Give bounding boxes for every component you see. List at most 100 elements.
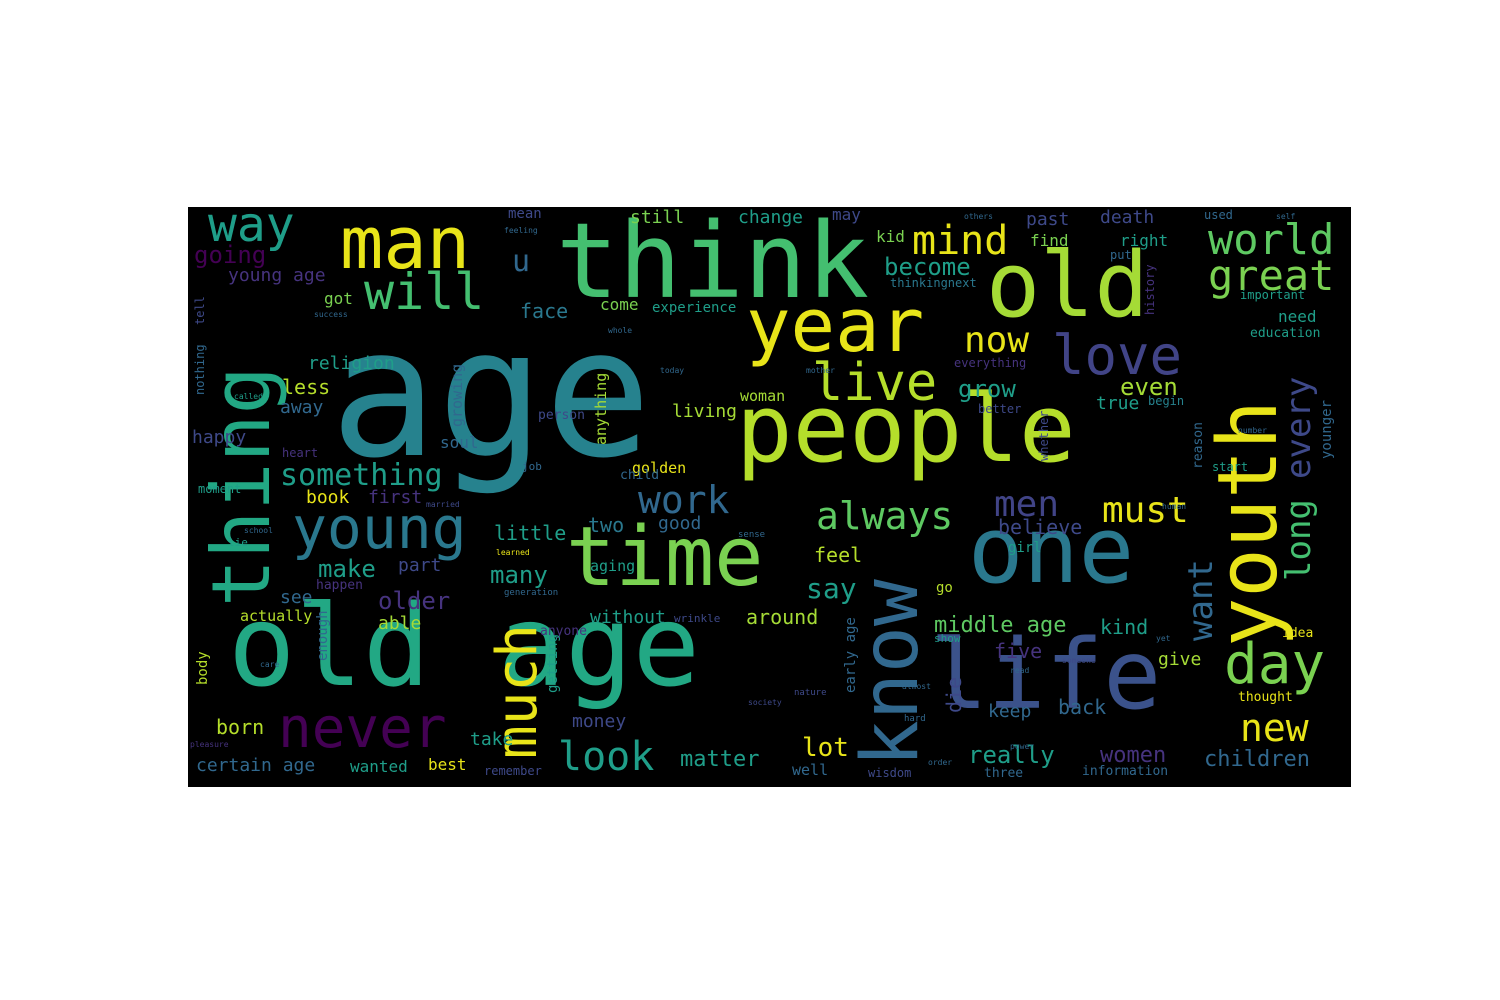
word-used: used — [1204, 208, 1233, 222]
word-growing: growing — [448, 363, 466, 427]
word-read: read — [1010, 666, 1030, 675]
word-success: success — [314, 310, 348, 319]
word-part: part — [398, 555, 442, 576]
word-new: new — [1240, 706, 1309, 750]
word-wisdom: wisdom — [868, 766, 912, 780]
word-whether: whether — [1037, 410, 1051, 461]
word-need: need — [1278, 307, 1317, 326]
word-go: go — [936, 580, 953, 596]
word-whole: whole — [608, 326, 633, 335]
word-kid: kid — [876, 227, 905, 246]
word-thought: thought — [1238, 690, 1293, 705]
word-one: one — [968, 497, 1135, 604]
word-born: born — [216, 715, 265, 739]
word-nothing: nothing — [193, 344, 207, 395]
word-want: want — [1181, 559, 1221, 641]
word-going: going — [194, 241, 267, 269]
word-away: away — [280, 397, 324, 418]
word-anyone: anyone — [540, 624, 587, 639]
word-wrinkle: wrinkle — [674, 612, 721, 625]
word-work: work — [638, 478, 730, 522]
word-learned: learned — [496, 548, 530, 557]
word-something: something — [280, 458, 443, 493]
word-find: find — [1030, 231, 1069, 250]
word-child: child — [620, 468, 660, 483]
word-believe: believe — [998, 515, 1083, 539]
word-power: power — [1010, 742, 1035, 751]
word-money: money — [572, 711, 627, 732]
word-everything: everything — [954, 356, 1027, 370]
word-good: good — [658, 513, 702, 534]
word-change: change — [738, 207, 804, 228]
word-take: take — [470, 729, 514, 750]
word-girl: girl — [1008, 540, 1042, 556]
word-old-age: old age — [228, 582, 701, 712]
word-really: really — [968, 741, 1055, 769]
word-mean: mean — [508, 207, 542, 222]
word-happen: happen — [316, 578, 363, 593]
word-self: self — [1276, 212, 1296, 221]
word-best: best — [428, 755, 467, 774]
word-three: three — [984, 766, 1024, 781]
word-history: history — [1143, 264, 1157, 315]
word-may: may — [832, 207, 861, 224]
word-women: women — [1100, 743, 1167, 768]
word-enough: enough — [315, 610, 331, 661]
word-give: give — [1158, 649, 1202, 670]
word-body: body — [195, 651, 211, 685]
word-yet: yet — [1156, 634, 1171, 643]
word-moment: moment — [198, 482, 242, 496]
word-men: men — [994, 484, 1060, 525]
word-idea: idea — [1282, 626, 1314, 641]
word-cloud: age think people old age old thing year … — [188, 207, 1351, 787]
word-grow: grow — [958, 375, 1016, 403]
word-true: true — [1096, 393, 1140, 414]
word-able: able — [378, 613, 422, 634]
word-golden: golden — [632, 459, 687, 477]
word-remember: remember — [484, 764, 542, 778]
word-show: show — [934, 632, 961, 645]
word-say: say — [806, 572, 857, 605]
word-actually: actually — [240, 607, 313, 625]
word-face: face — [520, 299, 569, 323]
word-book: book — [306, 487, 350, 508]
word-sense: sense — [738, 530, 766, 540]
word-job: job — [522, 460, 542, 473]
word-thinkingnext: thinkingnext — [890, 276, 977, 290]
word-year: year — [746, 283, 925, 369]
word-great: great — [1208, 251, 1335, 300]
word-come: come — [600, 295, 639, 314]
word-age: age — [330, 290, 652, 497]
word-long: long — [1279, 499, 1319, 581]
word-human: human — [1162, 502, 1187, 511]
word-u: u — [512, 244, 531, 279]
word-information: information — [1082, 764, 1169, 779]
word-married: married — [426, 500, 460, 509]
word-called: called — [234, 392, 263, 401]
word-first: first — [368, 487, 423, 508]
word-getting: getting — [545, 633, 561, 693]
word-start: start — [1212, 460, 1249, 474]
word-think: think — [556, 207, 870, 322]
word-certain-age: certain age — [196, 755, 316, 776]
word-live: live — [812, 353, 938, 413]
word-younger: younger — [1319, 399, 1335, 459]
word-now: now — [964, 320, 1030, 361]
word-well: well — [792, 761, 829, 779]
word-important: important — [1240, 288, 1306, 302]
word-matter: matter — [680, 747, 760, 772]
word-others: others — [964, 212, 993, 221]
word-woman: woman — [740, 387, 786, 405]
word-little: little — [494, 521, 567, 545]
word-always: always — [816, 494, 954, 538]
word-anything: anything — [592, 372, 610, 445]
word-religion: religion — [308, 353, 395, 374]
word-lot: lot — [802, 733, 849, 763]
word-generation: generation — [504, 588, 559, 598]
word-pleasure: pleasure — [190, 740, 229, 749]
word-day: day — [1224, 632, 1326, 697]
word-people: people — [736, 375, 1076, 484]
word-life: life — [930, 619, 1162, 731]
word-middle-age: middle age — [934, 613, 1067, 638]
word-die: die — [942, 676, 966, 713]
